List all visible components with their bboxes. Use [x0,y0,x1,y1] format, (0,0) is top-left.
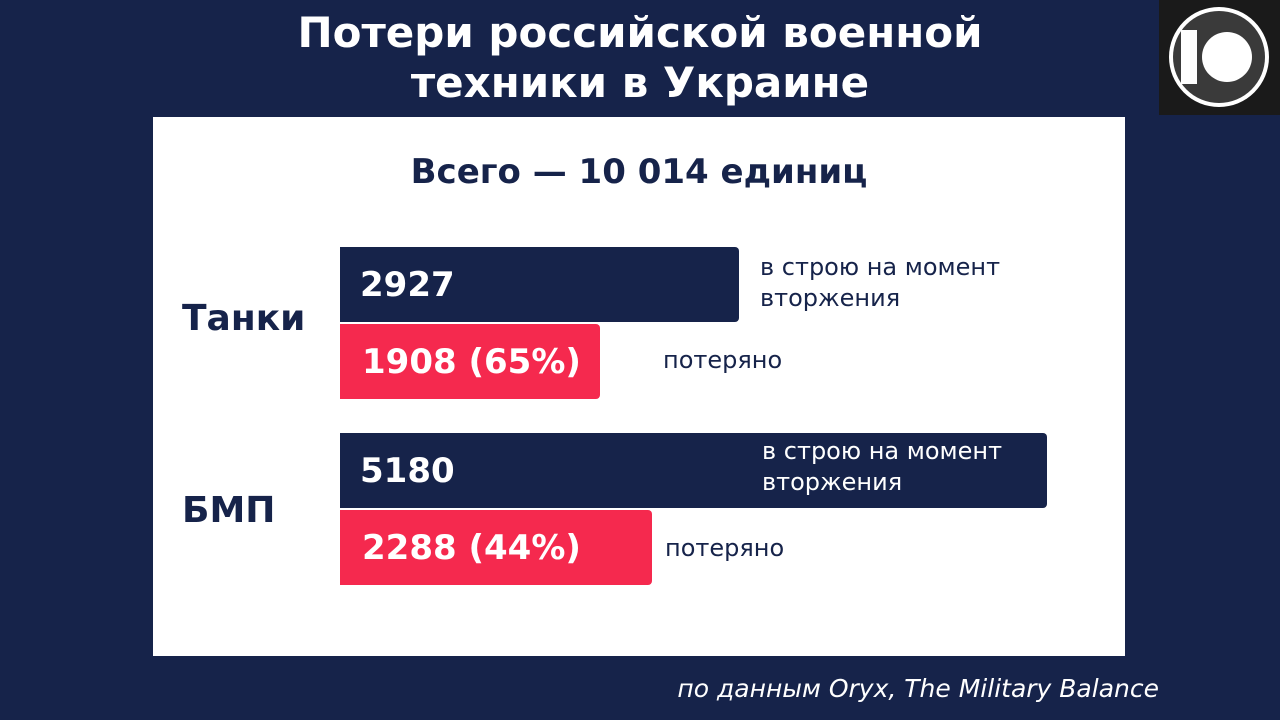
bar-tanks-lost-value: 1908 (65%) [362,341,581,382]
channel-10-logo [1159,0,1280,115]
source-note: по данным Oryx, The Military Balance [677,674,1159,703]
category-label-tanks: Танки [182,298,306,339]
note-line-2: вторжения [762,468,903,496]
bar-tanks-lost: 1908 (65%) [340,324,600,399]
bar-tanks-total-note: в строю на момент вторжения [760,252,1000,314]
bar-tanks-lost-note: потеряно [663,346,783,374]
title-line-2: техники в Украине [410,58,870,107]
bar-bmp-lost-value: 2288 (44%) [362,527,581,568]
title-line-1: Потери российской военной [297,8,983,57]
category-label-bmp: БМП [182,490,276,531]
note-line-1: в строю на момент [762,437,1003,465]
note-line-2: вторжения [760,284,901,312]
chart-subtitle: Всего — 10 014 единиц [410,152,868,192]
chart-panel: Всего — 10 014 единиц Танки 2927 в строю… [153,117,1125,656]
bar-bmp-total-note: в строю на момент вторжения [762,436,1002,498]
bar-bmp-total-value: 5180 [360,450,455,491]
bar-tanks-total-value: 2927 [360,264,455,305]
bar-bmp-total: 5180 [340,433,1047,508]
note-line-1: в строю на момент [760,253,1001,281]
logo-10-icon [1169,7,1269,107]
bar-bmp-lost: 2288 (44%) [340,510,652,585]
bar-bmp-lost-note: потеряно [665,534,785,562]
bar-tanks-total: 2927 [340,247,739,322]
page-title: Потери российской военной техники в Укра… [0,8,1280,108]
